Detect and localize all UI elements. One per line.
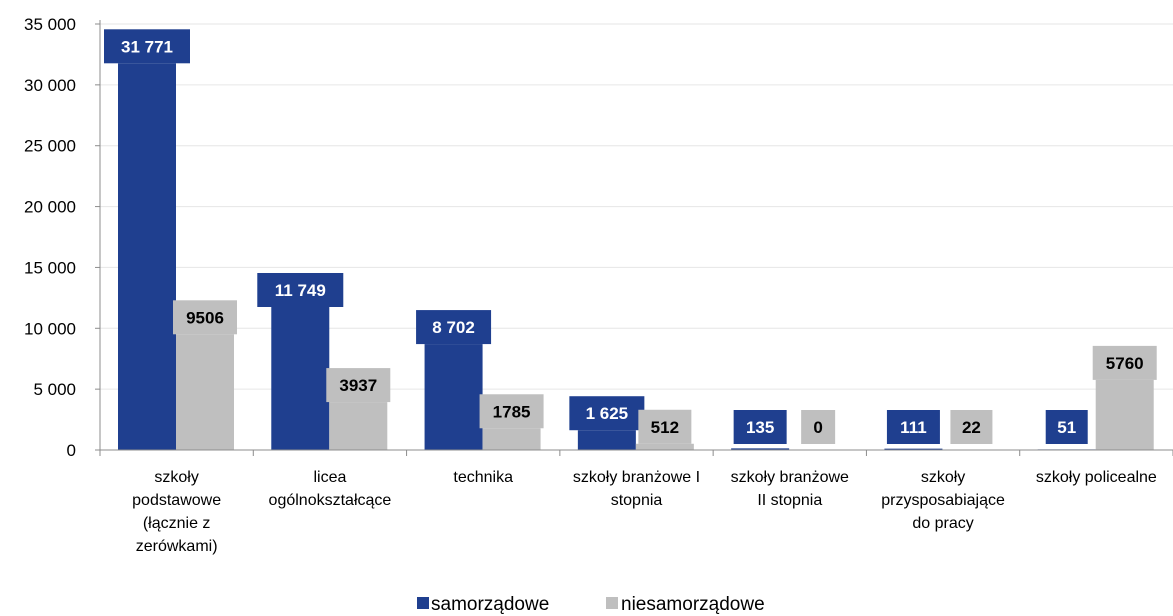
category-label: szkoły branżowe I <box>573 469 700 486</box>
category-label: (łącznie z <box>143 515 211 532</box>
data-label: 5760 <box>1106 354 1144 373</box>
legend-label: samorządowe <box>431 594 549 615</box>
category-label: stopnia <box>611 492 663 509</box>
y-tick-label: 30 000 <box>24 76 76 95</box>
bars <box>118 63 1154 451</box>
category-label: do pracy <box>912 515 973 532</box>
category-label: szkoły policealne <box>1036 469 1157 486</box>
category-label: technika <box>453 469 513 486</box>
data-label-box <box>479 394 544 429</box>
data-label: 135 <box>746 418 774 437</box>
data-label: 31 771 <box>121 37 173 56</box>
category-label: licea <box>313 469 346 486</box>
data-label: 9506 <box>186 308 224 327</box>
data-labels: 31 771 11 749 8 702 1 625 135 111 51 9506 3937 17… <box>104 29 1157 444</box>
category-label: przysposabiające <box>881 492 1005 509</box>
data-label-box <box>173 300 237 335</box>
gridlines <box>100 23 1173 390</box>
data-label-box <box>733 410 787 444</box>
category-label: szkoły branżowe <box>731 469 849 486</box>
data-label: 3937 <box>339 376 377 395</box>
y-tick-label: 35 000 <box>24 15 76 34</box>
data-label-box <box>1092 345 1157 380</box>
legend-swatch <box>417 597 429 609</box>
data-label-box <box>326 368 391 403</box>
axes: 0 5 000 10 000 15 000 20 000 25 000 30 000 35 0… <box>24 15 1173 555</box>
bar-samorzadowe <box>884 448 943 450</box>
bar-niesamorzadowe <box>1095 379 1154 450</box>
bar-niesamorzadowe <box>635 443 694 450</box>
data-label: 51 <box>1057 418 1076 437</box>
data-label: 22 <box>962 418 981 437</box>
category-label: zerówkami) <box>136 538 218 555</box>
category-label: II stopnia <box>757 492 822 509</box>
data-label: 0 <box>813 418 822 437</box>
data-label-box <box>638 409 692 444</box>
bar-samorzadowe <box>424 344 483 450</box>
data-label-box <box>950 410 993 444</box>
legend: samorządowe niesamorządowe <box>417 594 765 615</box>
bar-niesamorzadowe <box>329 402 388 450</box>
category-label: podstawowe <box>132 492 221 509</box>
bar-samorzadowe <box>577 430 636 450</box>
bar-samorzadowe <box>271 306 330 450</box>
data-label-box <box>569 396 645 431</box>
legend-swatch <box>606 597 618 609</box>
data-label-box <box>104 29 190 64</box>
data-label: 1 625 <box>586 404 629 423</box>
data-label: 512 <box>651 418 679 437</box>
category-label: szkoły <box>154 469 198 486</box>
data-label-box <box>1045 410 1088 444</box>
data-label: 111 <box>900 418 927 437</box>
bar-niesamorzadowe <box>176 334 234 450</box>
y-tick-label: 10 000 <box>24 319 76 338</box>
y-tick-label: 5 000 <box>33 380 76 399</box>
y-tick-label: 25 000 <box>24 137 76 156</box>
data-label-box <box>801 410 836 444</box>
legend-label: niesamorządowe <box>621 594 765 615</box>
y-tick-label: 15 000 <box>24 258 76 277</box>
bar-samorzadowe <box>731 448 790 450</box>
category-label: ogólnokształcące <box>269 492 392 509</box>
data-label-box <box>416 310 492 345</box>
data-label-box <box>886 410 940 444</box>
category-label: szkoły <box>921 469 965 486</box>
y-tick-label: 20 000 <box>24 198 76 217</box>
bar-samorzadowe <box>118 63 176 450</box>
data-label: 1785 <box>493 402 531 421</box>
y-tick-label: 0 <box>67 441 76 460</box>
data-label: 11 749 <box>275 281 326 300</box>
bar-niesamorzadowe <box>482 428 541 450</box>
data-label: 8 702 <box>432 318 475 337</box>
data-label-box <box>257 272 344 307</box>
